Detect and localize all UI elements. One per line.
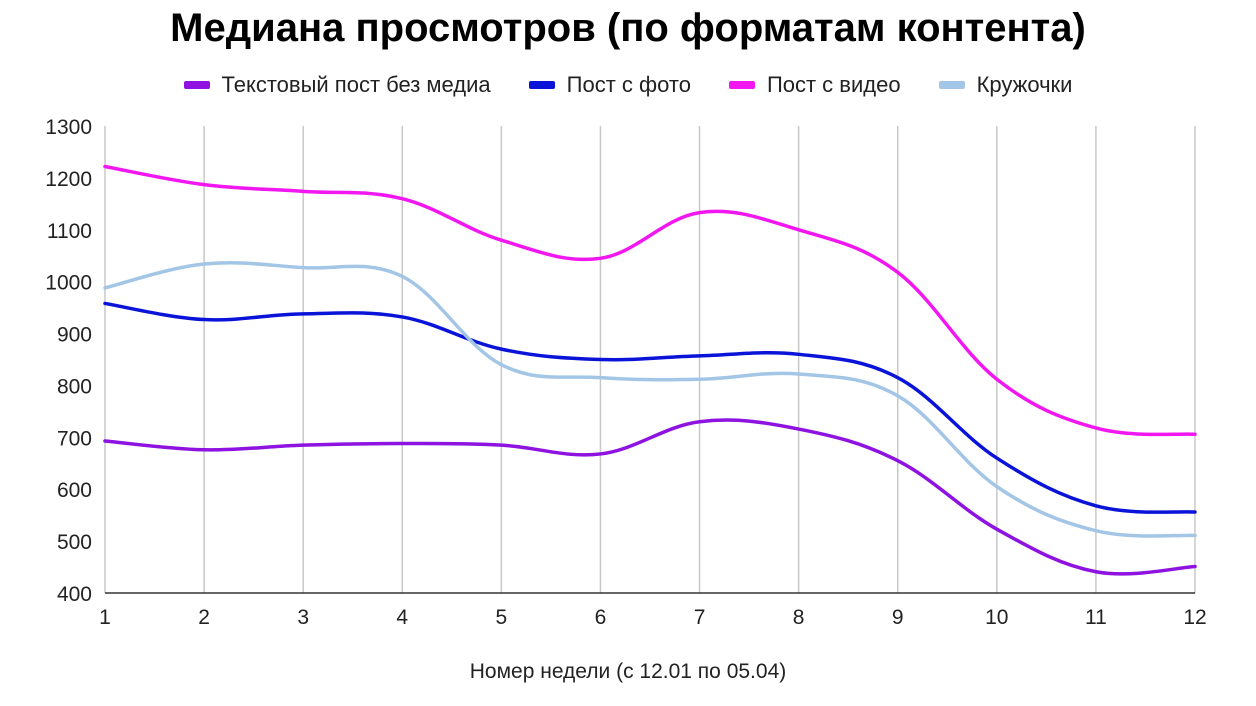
legend-swatch-circles [938,81,965,89]
y-tick-label: 800 [57,375,92,398]
x-tick-label: 6 [595,606,607,629]
chart-title: Медиана просмотров (по форматам контента… [170,6,1086,50]
x-tick-label: 3 [297,606,309,629]
x-tick-label: 7 [694,606,706,629]
x-tick-label: 5 [496,606,508,629]
x-tick-label: 10 [985,606,1008,629]
y-tick-label: 1100 [47,220,92,243]
x-tick-label: 4 [396,606,408,629]
x-tick-label: 2 [198,606,210,629]
y-tick-label: 700 [57,427,92,450]
legend-swatch-photo-post [528,81,555,89]
legend-label-video-post: Пост с видео [766,72,901,97]
y-tick-label: 900 [57,324,92,347]
x-tick-label: 9 [892,606,904,629]
y-tick-label: 1300 [45,116,92,139]
series-line-text-post [103,418,1197,576]
legend-swatch-video-post [728,81,755,89]
y-tick-label: 400 [57,583,92,606]
legend: Текстовый пост без медиа Пост с фото Пос… [0,72,1256,98]
series-line-circles [103,261,1197,538]
legend-item-photo-post[interactable]: Пост с фото [528,72,691,98]
x-tick-label: 11 [1085,606,1107,629]
series-line-video-post [103,164,1197,437]
legend-label-circles: Кружочки [976,72,1073,97]
legend-item-text-post[interactable]: Текстовый пост без медиа [183,72,491,98]
y-tick-label: 1000 [45,272,92,295]
legend-item-circles[interactable]: Кружочки [938,72,1073,98]
x-axis-label: Номер недели (с 12.01 по 05.04) [469,660,787,683]
series-line-photo-post [103,301,1197,514]
y-tick-label: 1200 [45,168,92,191]
legend-label-text-post: Текстовый пост без медиа [221,72,491,97]
x-tick-label: 12 [1183,606,1206,629]
legend-label-photo-post: Пост с фото [566,72,691,97]
y-tick-label: 600 [57,479,92,502]
x-tick-label: 8 [793,606,805,629]
x-tick-label: 1 [99,606,111,629]
y-tick-label: 500 [57,531,92,554]
legend-item-video-post[interactable]: Пост с видео [728,72,901,98]
legend-swatch-text-post [183,81,210,89]
